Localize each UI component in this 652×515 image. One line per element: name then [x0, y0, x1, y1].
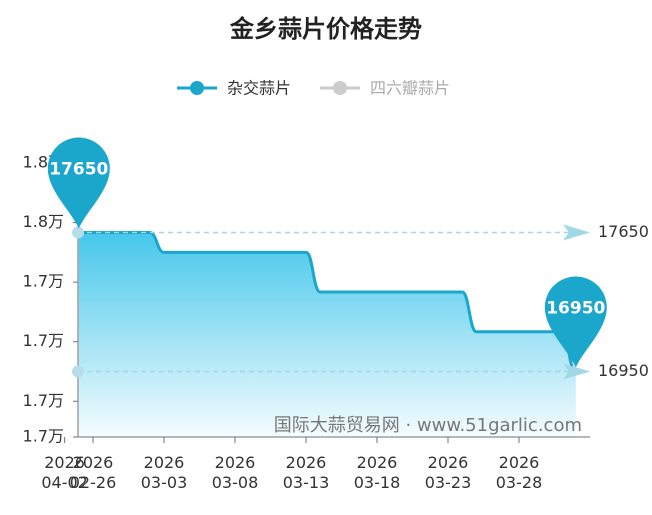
x-tick-label: 2026 03-03	[141, 453, 188, 492]
mark-line-start	[72, 365, 84, 378]
y-tick-label: 1.7万	[23, 331, 64, 350]
watermark: 国际大蒜贸易网 · www.51garlic.com	[274, 415, 582, 436]
legend-label: 杂交蒜片	[227, 79, 291, 98]
mark-line-label: 16950	[598, 361, 649, 380]
x-tick-label: 2026 03-28	[496, 453, 543, 492]
legend-label: 四六瓣蒜片	[370, 79, 450, 98]
chart-title: 金乡蒜片价格走势	[229, 15, 422, 43]
legend-dot	[333, 81, 347, 95]
mark-point-label: 17650	[49, 159, 108, 179]
y-tick-label: 1.7万	[23, 272, 64, 291]
mark-line-start	[72, 226, 84, 239]
mark-line-arrow	[563, 363, 590, 380]
y-tick-label: 1.8万	[23, 212, 64, 231]
mark-point-pin	[47, 137, 110, 229]
x-tick-label: 2026 03-13	[283, 453, 330, 492]
x-tick-label: 2026 03-08	[212, 453, 259, 492]
mark-line-arrow	[563, 224, 590, 241]
x-tick-label: 2026 03-23	[425, 453, 472, 492]
x-tick-label: 2026 04-02	[41, 453, 88, 492]
y-tick-label: 1.7万	[23, 427, 64, 446]
area	[78, 232, 576, 437]
legend-dot	[190, 81, 204, 95]
y-tick-label: 1.7万	[23, 391, 64, 410]
mark-point-pin	[544, 276, 607, 368]
x-tick-label: 2026 03-18	[354, 453, 401, 492]
mark-line-label: 17650	[598, 222, 649, 241]
mark-point-label: 16950	[546, 298, 605, 318]
x-tick-label: 2026 02-26	[70, 453, 117, 492]
series-line	[78, 230, 577, 373]
